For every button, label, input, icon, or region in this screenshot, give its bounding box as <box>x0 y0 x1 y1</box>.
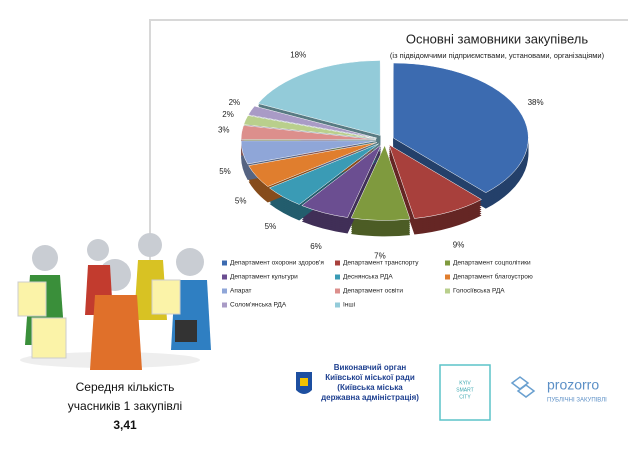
kyiv-org: Виконавчий орган <box>334 363 407 372</box>
kyiv-emblem <box>296 372 312 394</box>
slice <box>240 140 377 165</box>
chart-title: Основні замовники закупівель <box>406 31 588 46</box>
prozorro-name: prozorro <box>547 377 599 393</box>
legend-swatch <box>445 288 450 294</box>
legend-label: Департамент освіти <box>343 287 403 295</box>
data-label: 5% <box>235 197 247 206</box>
kyiv-org: державна адміністрація) <box>321 393 419 402</box>
legend-label: Департамент культури <box>230 274 298 281</box>
slice <box>243 115 377 139</box>
slice <box>350 144 411 221</box>
prozorro-tagline: ПУБЛІЧНІ ЗАКУПІВЛІ <box>547 398 607 404</box>
slice <box>247 105 377 139</box>
smart-city-text: SMART <box>456 387 473 393</box>
legend-label: Солом'янська РДА <box>230 302 287 309</box>
legend-swatch <box>445 274 450 280</box>
legend-swatch <box>222 302 227 308</box>
data-label: 5% <box>219 167 231 176</box>
slice <box>240 125 377 140</box>
data-label: 2% <box>222 110 234 119</box>
slice <box>268 143 379 205</box>
legend-label: Департамент охорони здоров'я <box>230 260 324 267</box>
chart-frame <box>149 19 628 320</box>
slice <box>393 62 529 193</box>
people-illustration <box>17 233 211 370</box>
legend-swatch <box>222 260 227 266</box>
stat-label: учасників 1 закупівлі <box>68 399 182 413</box>
data-label: 38% <box>528 98 544 107</box>
legend-swatch <box>335 288 340 294</box>
smart-city-text: KYIV <box>459 380 471 386</box>
smart-city-logo <box>439 364 491 421</box>
legend-swatch <box>222 288 227 294</box>
data-label: 18% <box>290 50 306 59</box>
kyiv-org: Київської міської ради <box>325 373 415 382</box>
legend-label: Апарат <box>230 288 252 295</box>
prozorro-icon <box>510 376 536 398</box>
legend-label: Департамент транспорту <box>343 260 419 267</box>
legend-label: Деснянська РДА <box>343 274 393 281</box>
legend-swatch <box>335 260 340 266</box>
stat-label: Середня кількість <box>76 380 175 394</box>
legend-label: Департамент соцполітики <box>453 259 531 267</box>
pie <box>240 60 529 237</box>
slice <box>301 144 382 218</box>
data-label: 5% <box>265 222 277 231</box>
chart-subtitle: (із підвідомчими підприємствами, установ… <box>390 51 605 60</box>
legend-swatch <box>222 274 227 280</box>
data-label: 2% <box>229 98 241 107</box>
legend-swatch <box>335 274 340 280</box>
stat-value: 3,41 <box>113 418 137 432</box>
legend-label: Голосіївська РДА <box>453 287 505 295</box>
legend-label: Департамент благоустрою <box>453 273 533 281</box>
data-label: 3% <box>218 126 230 135</box>
kyiv-org: (Київська міська <box>337 383 403 392</box>
legend-swatch <box>445 260 450 266</box>
data-label: 6% <box>310 242 322 251</box>
data-label: 7% <box>374 251 386 260</box>
smart-city-text: CITY <box>459 394 471 400</box>
slice <box>248 142 378 187</box>
legend-label: Інші <box>343 301 355 309</box>
legend-swatch <box>335 302 340 308</box>
slice <box>257 60 381 136</box>
slice <box>388 144 483 219</box>
data-label: 9% <box>453 241 465 250</box>
